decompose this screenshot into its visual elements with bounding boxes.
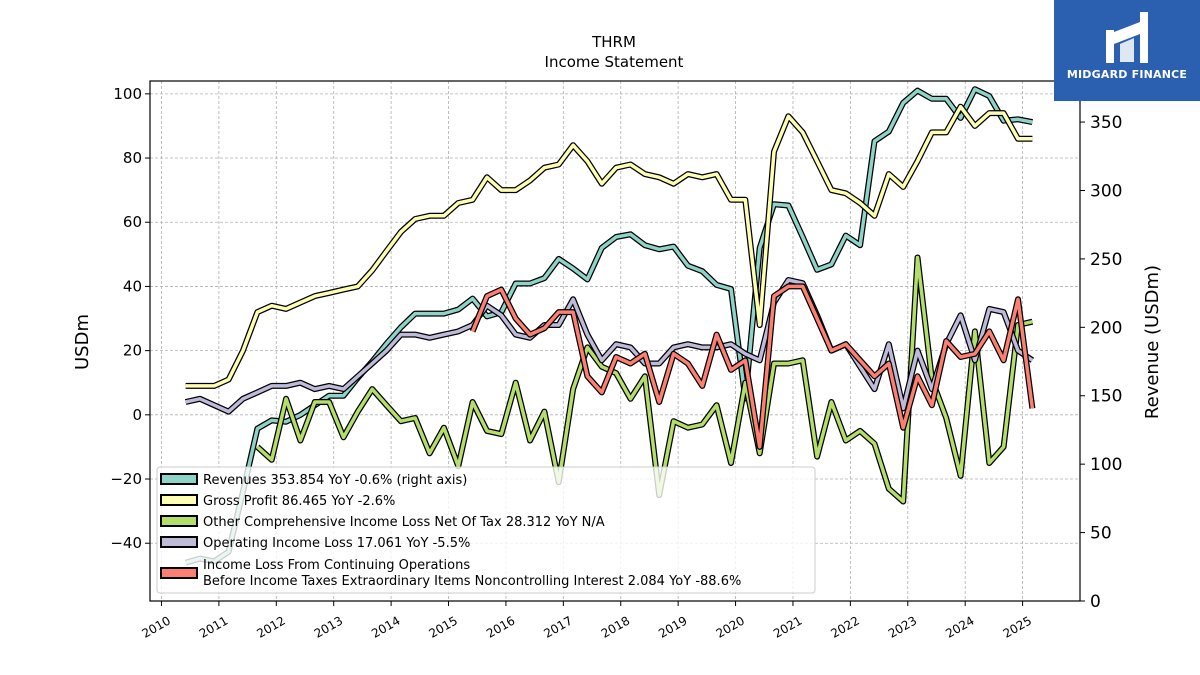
plot-frame (149, 80, 1081, 602)
legend-swatch (160, 473, 198, 485)
legend-entry-income_cont_ops: Income Loss From Continuing OperationsBe… (160, 558, 741, 589)
x-tick-label: 2024 (943, 613, 976, 640)
chart-title: THRM (591, 33, 636, 51)
legend-label-line1: Income Loss From Continuing Operations (203, 558, 470, 573)
legend-label-line2: Before Income Taxes Extraordinary Items … (203, 574, 741, 589)
x-tick-label: 2010 (140, 613, 173, 640)
y-right-tick-label: 350 (1090, 113, 1122, 133)
series-line-income_cont_ops (470, 284, 1035, 449)
legend-swatch (160, 515, 198, 527)
legend-label: Revenues 353.854 YoY -0.6% (right axis) (203, 473, 467, 488)
logo: MIDGARD FINANCE (1054, 0, 1200, 101)
x-tick-label: 2014 (369, 613, 402, 640)
legend-label: Gross Profit 86.465 YoY -2.6% (203, 494, 395, 509)
y-right-tick-label: 100 (1090, 455, 1122, 475)
legend-entry-operating_income: Operating Income Loss 17.061 YoY -5.5% (160, 536, 470, 551)
y-right-tick-label: 250 (1090, 250, 1122, 270)
y-tick-label: 40 (123, 277, 142, 295)
x-tick-label: 2025 (1001, 613, 1034, 640)
x-tick-label: 2018 (599, 613, 632, 640)
x-tick-label: 2012 (254, 613, 287, 640)
x-tick-label: 2021 (771, 613, 804, 640)
y-right-tick-label: 0 (1090, 592, 1101, 612)
series-line-operating_income (185, 278, 1034, 414)
y-right-tick-label: 300 (1090, 181, 1122, 201)
legend-swatch (160, 494, 198, 506)
legend: Revenues 353.854 YoY -0.6% (right axis) G… (156, 466, 816, 594)
y-tick-label: 20 (123, 342, 142, 360)
series-line-revenues (185, 87, 1033, 565)
y-tick-label: −40 (110, 534, 142, 552)
series-gross_profit (185, 103, 1033, 389)
x-tick-label: 2019 (656, 613, 689, 640)
y-axis-label: USDm (72, 314, 93, 370)
y-axis-right-label: Revenue (USDm) (1142, 265, 1163, 419)
midgard-logo-icon (1106, 12, 1148, 63)
x-tick-label: 2017 (541, 613, 574, 640)
legend-box (156, 466, 816, 594)
series-line-gross_profit (185, 104, 1033, 388)
legend-label: Operating Income Loss 17.061 YoY -5.5% (203, 536, 470, 551)
legend-swatch (160, 536, 198, 548)
series-revenues (184, 86, 1033, 566)
x-tick-label: 2015 (427, 613, 460, 640)
series-line-oci (256, 255, 1033, 504)
y-right-tick-label: 50 (1090, 524, 1112, 544)
legend-entry-oci: Other Comprehensive Income Loss Net Of T… (160, 515, 605, 530)
x-tick-label: 2013 (312, 613, 345, 640)
series-outline-gross_profit (185, 103, 1033, 389)
y-tick-label: −20 (110, 470, 142, 488)
y-tick-label: 60 (123, 213, 142, 231)
legend-label: Other Comprehensive Income Loss Net Of T… (203, 515, 605, 530)
y-tick-label: 80 (123, 149, 142, 167)
y-right-tick-label: 150 (1090, 387, 1122, 407)
x-tick-label: 2023 (886, 613, 919, 640)
x-tick-label: 2011 (197, 613, 230, 640)
y-tick-label: 100 (113, 85, 142, 103)
legend-swatch (160, 567, 198, 579)
series-operating_income (184, 277, 1035, 415)
series-oci (255, 254, 1034, 505)
chart-subtitle: Income Statement (545, 53, 684, 71)
y-tick-label: 0 (132, 406, 142, 424)
y-right-tick-label: 200 (1090, 318, 1122, 338)
x-tick-label: 2016 (484, 613, 517, 640)
logo-text: MIDGARD FINANCE (1066, 68, 1188, 81)
series-income_cont_ops (469, 283, 1036, 450)
legend-entry-gross_profit: Gross Profit 86.465 YoY -2.6% (160, 494, 395, 509)
x-tick-label: 2022 (828, 613, 861, 640)
x-tick-label: 2020 (714, 613, 747, 640)
legend-entry-revenues: Revenues 353.854 YoY -0.6% (right axis) (160, 473, 467, 488)
